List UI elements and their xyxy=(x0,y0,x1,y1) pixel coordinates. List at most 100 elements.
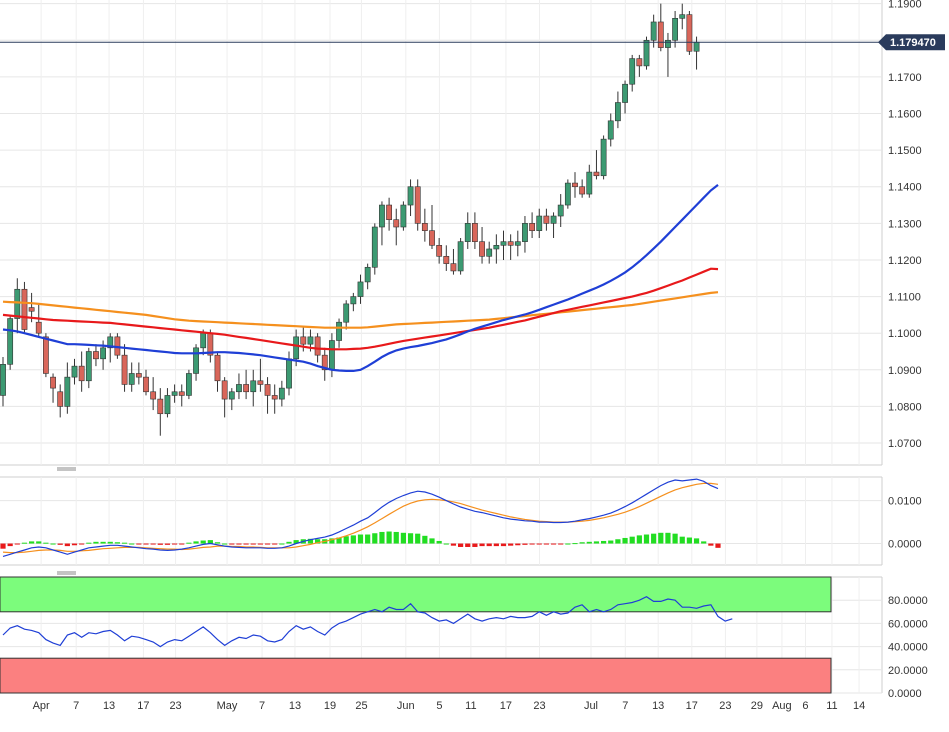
rsi-oversold-band xyxy=(0,657,832,694)
macd-histogram-bar xyxy=(136,543,142,545)
candle-body xyxy=(264,384,271,396)
macd-histogram-bar xyxy=(379,531,385,544)
macd-histogram-bar xyxy=(286,541,292,544)
macd-histogram-bar xyxy=(293,540,299,544)
candle-body xyxy=(7,318,14,365)
macd-histogram-bar xyxy=(71,543,78,546)
macd-histogram-bar xyxy=(536,543,542,545)
candle-body xyxy=(278,387,285,400)
macd-histogram-bar xyxy=(222,543,228,545)
candle-body xyxy=(529,223,535,231)
sma-red-line xyxy=(2,267,719,351)
candle-body xyxy=(42,336,49,374)
candle-body xyxy=(500,241,507,246)
x-tick-label: 19 xyxy=(324,700,336,712)
macd-histogram-bar xyxy=(357,534,364,544)
candle-body xyxy=(157,398,164,415)
macd-histogram-bar xyxy=(307,538,314,544)
rsi-resize-handle[interactable] xyxy=(57,571,76,575)
price-y-tick-label: 1.1000 xyxy=(888,328,922,340)
macd-histogram-bar xyxy=(86,542,92,544)
candle-body xyxy=(78,365,85,382)
macd-histogram-bar xyxy=(665,532,671,544)
macd-histogram-bar xyxy=(415,533,421,544)
macd-y-tick-label: 0.0000 xyxy=(888,539,922,551)
candle-body xyxy=(21,288,28,330)
last-price-label-bg xyxy=(878,34,945,51)
candle-body xyxy=(557,204,564,217)
candle-body xyxy=(164,395,171,415)
price-panel xyxy=(0,3,882,436)
candle-body xyxy=(214,354,221,382)
macd-histogram-bar xyxy=(672,533,678,544)
price-y-tick-label: 1.1900 xyxy=(888,0,922,11)
macd-histogram-bar xyxy=(129,543,135,545)
candle-body xyxy=(550,215,557,224)
macd-histogram-bar xyxy=(486,543,492,547)
macd-resize-handle[interactable] xyxy=(57,467,76,471)
candle-body xyxy=(171,391,178,396)
candle-body xyxy=(629,58,636,85)
macd-histogram-bar xyxy=(43,542,49,544)
price-y-tick-label: 1.0700 xyxy=(888,438,922,450)
candle-body xyxy=(85,351,92,382)
candle-body xyxy=(321,354,328,371)
x-tick-label: 17 xyxy=(686,700,698,712)
x-tick-label: 14 xyxy=(853,700,865,712)
x-tick-label: 11 xyxy=(826,700,837,712)
x-tick-label: 23 xyxy=(533,700,545,712)
macd-histogram-bar xyxy=(608,540,614,544)
x-tick-label: Jul xyxy=(584,700,598,712)
macd-histogram-bar xyxy=(522,543,528,545)
candle-body xyxy=(600,138,607,177)
candle-body xyxy=(150,391,157,400)
macd-histogram-bar xyxy=(343,536,349,544)
macd-histogram-bar xyxy=(157,543,163,545)
macd-histogram-bar xyxy=(450,543,457,546)
macd-panel xyxy=(0,478,721,557)
candlestick-series xyxy=(0,3,700,436)
candle-body xyxy=(250,380,257,393)
macd-histogram-bar xyxy=(207,540,213,544)
candle-body xyxy=(536,215,543,231)
candle-body xyxy=(328,340,335,371)
macd-histogram-bar xyxy=(508,543,514,546)
macd-histogram-bar xyxy=(172,543,178,545)
macd-histogram-bar xyxy=(279,543,285,545)
macd-histogram-bar xyxy=(264,543,271,545)
macd-histogram-bar xyxy=(708,543,714,546)
candle-body xyxy=(64,376,71,407)
macd-line xyxy=(2,478,719,557)
macd-histogram-bar xyxy=(336,537,342,544)
macd-histogram-bar xyxy=(586,541,592,544)
x-tick-label: 25 xyxy=(355,700,367,712)
macd-histogram-bar xyxy=(143,543,149,545)
x-tick-label: Jun xyxy=(397,700,415,712)
candle-body xyxy=(572,182,578,188)
macd-histogram-bar xyxy=(386,531,392,544)
candle-body xyxy=(35,321,42,334)
macd-histogram-bar xyxy=(393,531,399,544)
price-y-tick-label: 1.1200 xyxy=(888,255,922,267)
candle-body xyxy=(135,373,142,378)
macd-histogram-bar xyxy=(64,543,70,547)
price-y-tick-label: 1.1600 xyxy=(888,109,922,121)
candle-body xyxy=(400,204,407,228)
macd-histogram-bar xyxy=(329,538,335,544)
macd-histogram-bar xyxy=(465,543,471,547)
macd-histogram-bar xyxy=(193,541,199,544)
macd-histogram-bar xyxy=(629,536,635,544)
candle-body xyxy=(457,241,464,272)
macd-histogram-bar xyxy=(179,543,185,545)
candle-body xyxy=(128,373,135,385)
macd-histogram-bar xyxy=(407,533,414,544)
sma-blue-line xyxy=(2,184,719,372)
macd-histogram-bar xyxy=(572,543,578,545)
macd-histogram-bar xyxy=(372,533,378,544)
last-price-value: 1.179470 xyxy=(890,37,936,49)
candle-body xyxy=(107,336,114,349)
macd-histogram-bar xyxy=(636,535,642,544)
price-y-tick-label: 1.0900 xyxy=(888,365,922,377)
candle-body xyxy=(28,307,35,312)
candle-body xyxy=(143,376,149,393)
